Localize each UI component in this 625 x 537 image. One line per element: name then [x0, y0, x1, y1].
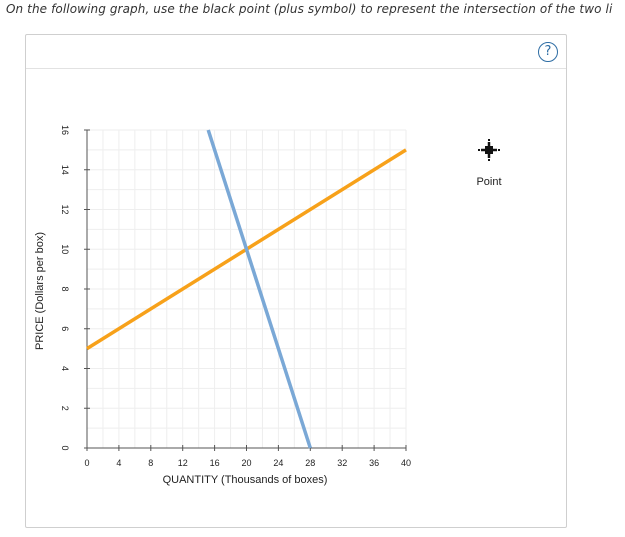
x-axis-title: QUANTITY (Thousands of boxes)	[162, 474, 328, 486]
point-tool-label: Point	[476, 176, 502, 188]
y-tick-label: 16	[60, 125, 70, 135]
x-tick-label: 28	[305, 458, 315, 468]
question-mark-icon: ?	[544, 44, 552, 59]
y-tick-label: 14	[60, 165, 70, 175]
x-tick-label: 16	[210, 458, 220, 468]
y-tick-label: 4	[60, 366, 70, 371]
y-tick-label: 2	[60, 406, 70, 411]
x-tick-label: 12	[178, 458, 188, 468]
plus-point-icon	[478, 139, 500, 161]
demand-curve	[206, 129, 312, 449]
x-tick-label: 0	[84, 458, 89, 468]
y-tick-label: 6	[60, 326, 70, 331]
y-tick-label: 0	[60, 445, 70, 450]
panel-header-divider	[26, 68, 566, 69]
instruction-text: On the following graph, use the black po…	[6, 2, 613, 16]
x-tick-label: 4	[116, 458, 121, 468]
x-tick-label: 32	[337, 458, 347, 468]
y-axis-title: PRICE (Dollars per box)	[34, 232, 46, 350]
y-tick-label: 12	[60, 204, 70, 214]
y-tick-label: 10	[60, 244, 70, 254]
x-tick-label: 20	[241, 458, 251, 468]
x-tick-label: 36	[369, 458, 379, 468]
help-button[interactable]: ?	[538, 42, 558, 62]
point-tool[interactable]: Point	[468, 136, 510, 196]
graph-panel: ?	[25, 34, 567, 528]
x-tick-label: 8	[148, 458, 153, 468]
y-tick-label: 8	[60, 286, 70, 291]
x-tick-label: 40	[401, 458, 411, 468]
x-tick-label: 24	[273, 458, 283, 468]
